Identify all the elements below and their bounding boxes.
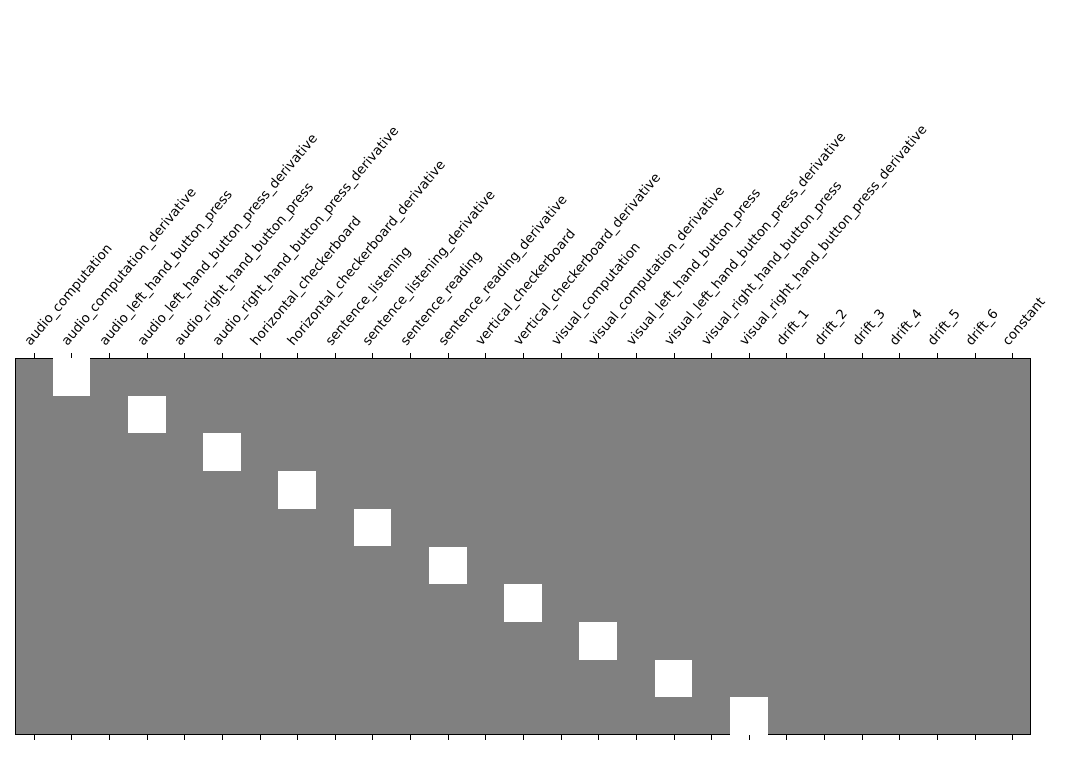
x-tick-mark (147, 353, 148, 358)
x-tick-mark (410, 353, 411, 358)
x-tick-label: drift_6 (963, 306, 1002, 349)
x-tick-mark (297, 353, 298, 358)
x-tick-label: audio_right_hand_button_press (172, 180, 318, 349)
x-tick-mark (297, 735, 298, 740)
x-tick-mark (184, 353, 185, 358)
x-tick-mark (109, 353, 110, 358)
x-tick-label: drift_2 (812, 306, 851, 349)
x-tick-mark (937, 353, 938, 358)
x-tick-mark (824, 353, 825, 358)
x-tick-mark (372, 353, 373, 358)
x-tick-label: drift_1 (774, 306, 813, 349)
x-tick-label: drift_4 (887, 306, 926, 349)
x-tick-mark (786, 735, 787, 740)
x-tick-mark (448, 735, 449, 740)
matrix-cell (504, 584, 542, 622)
x-tick-mark (862, 353, 863, 358)
x-tick-mark (335, 735, 336, 740)
x-tick-mark (561, 353, 562, 358)
x-tick-mark (523, 735, 524, 740)
x-tick-mark (711, 735, 712, 740)
x-tick-mark (1012, 353, 1013, 358)
x-tick-mark (1012, 735, 1013, 740)
x-tick-mark (786, 353, 787, 358)
x-tick-mark (410, 735, 411, 740)
x-tick-mark (523, 353, 524, 358)
x-tick-label: constant (1000, 294, 1049, 349)
x-tick-label: visual_right_hand_button_press (699, 178, 846, 349)
x-tick-mark (636, 353, 637, 358)
x-tick-mark (372, 735, 373, 740)
x-tick-mark (109, 735, 110, 740)
x-tick-mark (749, 735, 750, 740)
x-tick-mark (184, 735, 185, 740)
x-tick-mark (335, 353, 336, 358)
x-tick-mark (899, 353, 900, 358)
x-tick-label: visual_computation_derivative (586, 183, 728, 349)
x-tick-mark (222, 353, 223, 358)
x-tick-mark (711, 353, 712, 358)
matrix-cell (428, 546, 467, 585)
matrix-cell (203, 433, 241, 472)
x-tick-mark (71, 735, 72, 740)
matrix-cell (127, 395, 166, 434)
x-tick-mark (975, 353, 976, 358)
x-tick-mark (636, 735, 637, 740)
x-tick-mark (147, 735, 148, 740)
matrix-cell (654, 659, 693, 698)
matrix-plot-area (15, 358, 1031, 735)
x-tick-mark (34, 735, 35, 740)
x-tick-mark (899, 735, 900, 740)
x-tick-mark (749, 353, 750, 358)
x-tick-mark (674, 353, 675, 358)
x-tick-mark (222, 735, 223, 740)
matrix-cell (278, 471, 317, 509)
x-tick-mark (34, 353, 35, 358)
x-tick-mark (824, 735, 825, 740)
x-tick-mark (598, 353, 599, 358)
x-tick-mark (448, 353, 449, 358)
x-tick-mark (862, 735, 863, 740)
x-tick-mark (485, 735, 486, 740)
matrix-cell (579, 621, 618, 660)
x-tick-mark (71, 353, 72, 358)
x-tick-mark (937, 735, 938, 740)
x-tick-mark (975, 735, 976, 740)
matrix-cell (729, 697, 768, 735)
matrix-cell (353, 508, 392, 547)
x-tick-mark (260, 353, 261, 358)
x-tick-mark (485, 353, 486, 358)
x-tick-mark (674, 735, 675, 740)
x-tick-mark (260, 735, 261, 740)
x-tick-mark (561, 735, 562, 740)
matrix-cell (52, 358, 91, 396)
x-tick-label: drift_5 (925, 306, 964, 349)
x-tick-mark (598, 735, 599, 740)
x-tick-label: drift_3 (850, 306, 889, 349)
